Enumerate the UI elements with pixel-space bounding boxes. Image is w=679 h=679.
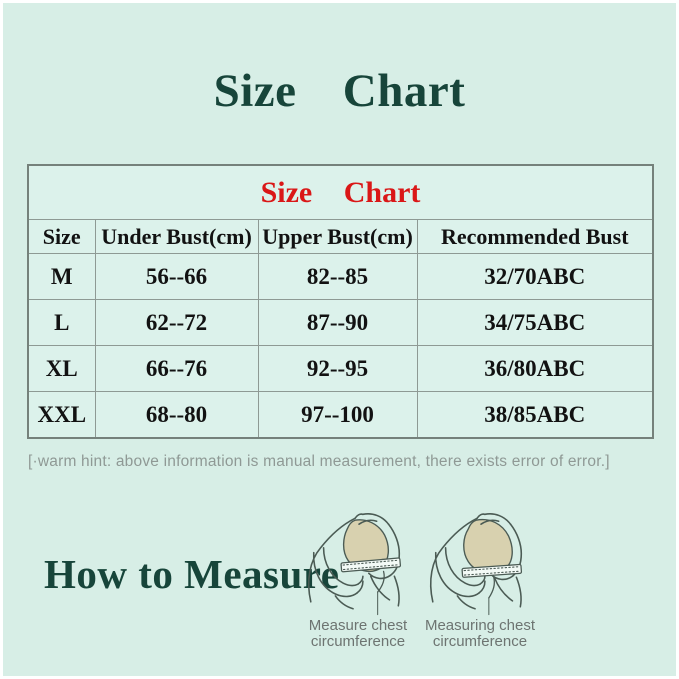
under-bust-cell: 56--66 — [94, 253, 259, 300]
column-header-under-bust: Under Bust(cm) — [94, 219, 259, 254]
how-to-measure-heading: How to Measure — [44, 551, 340, 597]
upper-bust-cell: 97--100 — [257, 391, 418, 439]
under-bust-cell: 68--80 — [94, 391, 259, 439]
table-row: XL 66--76 92--95 36/80ABC — [27, 345, 654, 392]
recommended-bust-cell: 34/75ABC — [416, 299, 654, 346]
measure-figure-2: Measuring chest circumference — [421, 511, 539, 661]
upper-bust-cell: 87--90 — [257, 299, 418, 346]
measure-figure-1: Measure chest circumference — [299, 511, 417, 661]
column-header-size: Size — [27, 219, 96, 254]
table-row: XXL 68--80 97--100 38/85ABC — [27, 391, 654, 439]
figure-caption: Measure chest circumference — [278, 617, 438, 651]
under-bust-cell: 66--76 — [94, 345, 259, 392]
upper-bust-cell: 82--85 — [257, 253, 418, 300]
table-row: M 56--66 82--85 32/70ABC — [27, 253, 654, 300]
caption-line2: circumference — [432, 633, 528, 651]
column-header-upper-bust: Upper Bust(cm) — [257, 219, 418, 254]
caption-line2: circumference — [310, 633, 406, 651]
measuring-chest-illustration — [429, 513, 523, 616]
page-title: Size Chart — [213, 65, 466, 117]
size-cell: M — [27, 253, 96, 300]
caption-line1: Measure chest — [308, 617, 408, 634]
caption-line1: Measuring chest — [424, 617, 536, 634]
recommended-bust-cell: 38/85ABC — [416, 391, 654, 439]
table-row: L 62--72 87--90 34/75ABC — [27, 299, 654, 346]
size-cell: XXL — [27, 391, 96, 439]
recommended-bust-cell: 36/80ABC — [416, 345, 654, 392]
measure-chest-illustration — [307, 513, 402, 616]
recommended-bust-cell: 32/70ABC — [416, 253, 654, 300]
bra-cup-shape — [342, 519, 389, 572]
tape-end — [377, 570, 385, 593]
tape-end — [488, 576, 496, 599]
table-caption: Size Chart — [27, 164, 654, 220]
column-header-recommended-bust: Recommended Bust — [416, 219, 654, 254]
measuring-tape — [461, 563, 523, 578]
table-caption-row: Size Chart — [27, 164, 654, 220]
table-header-row: Size Under Bust(cm) Upper Bust(cm) Recom… — [27, 219, 654, 254]
warm-hint-note: [·warm hint: above information is manual… — [28, 453, 610, 470]
size-chart-table: Size Chart Size Under Bust(cm) Upper Bus… — [27, 164, 654, 439]
size-cell: L — [27, 299, 96, 346]
upper-bust-cell: 92--95 — [257, 345, 418, 392]
size-cell: XL — [27, 345, 96, 392]
measuring-tape — [340, 557, 402, 573]
under-bust-cell: 62--72 — [94, 299, 259, 346]
figure-caption: Measuring chest circumference — [400, 617, 560, 651]
